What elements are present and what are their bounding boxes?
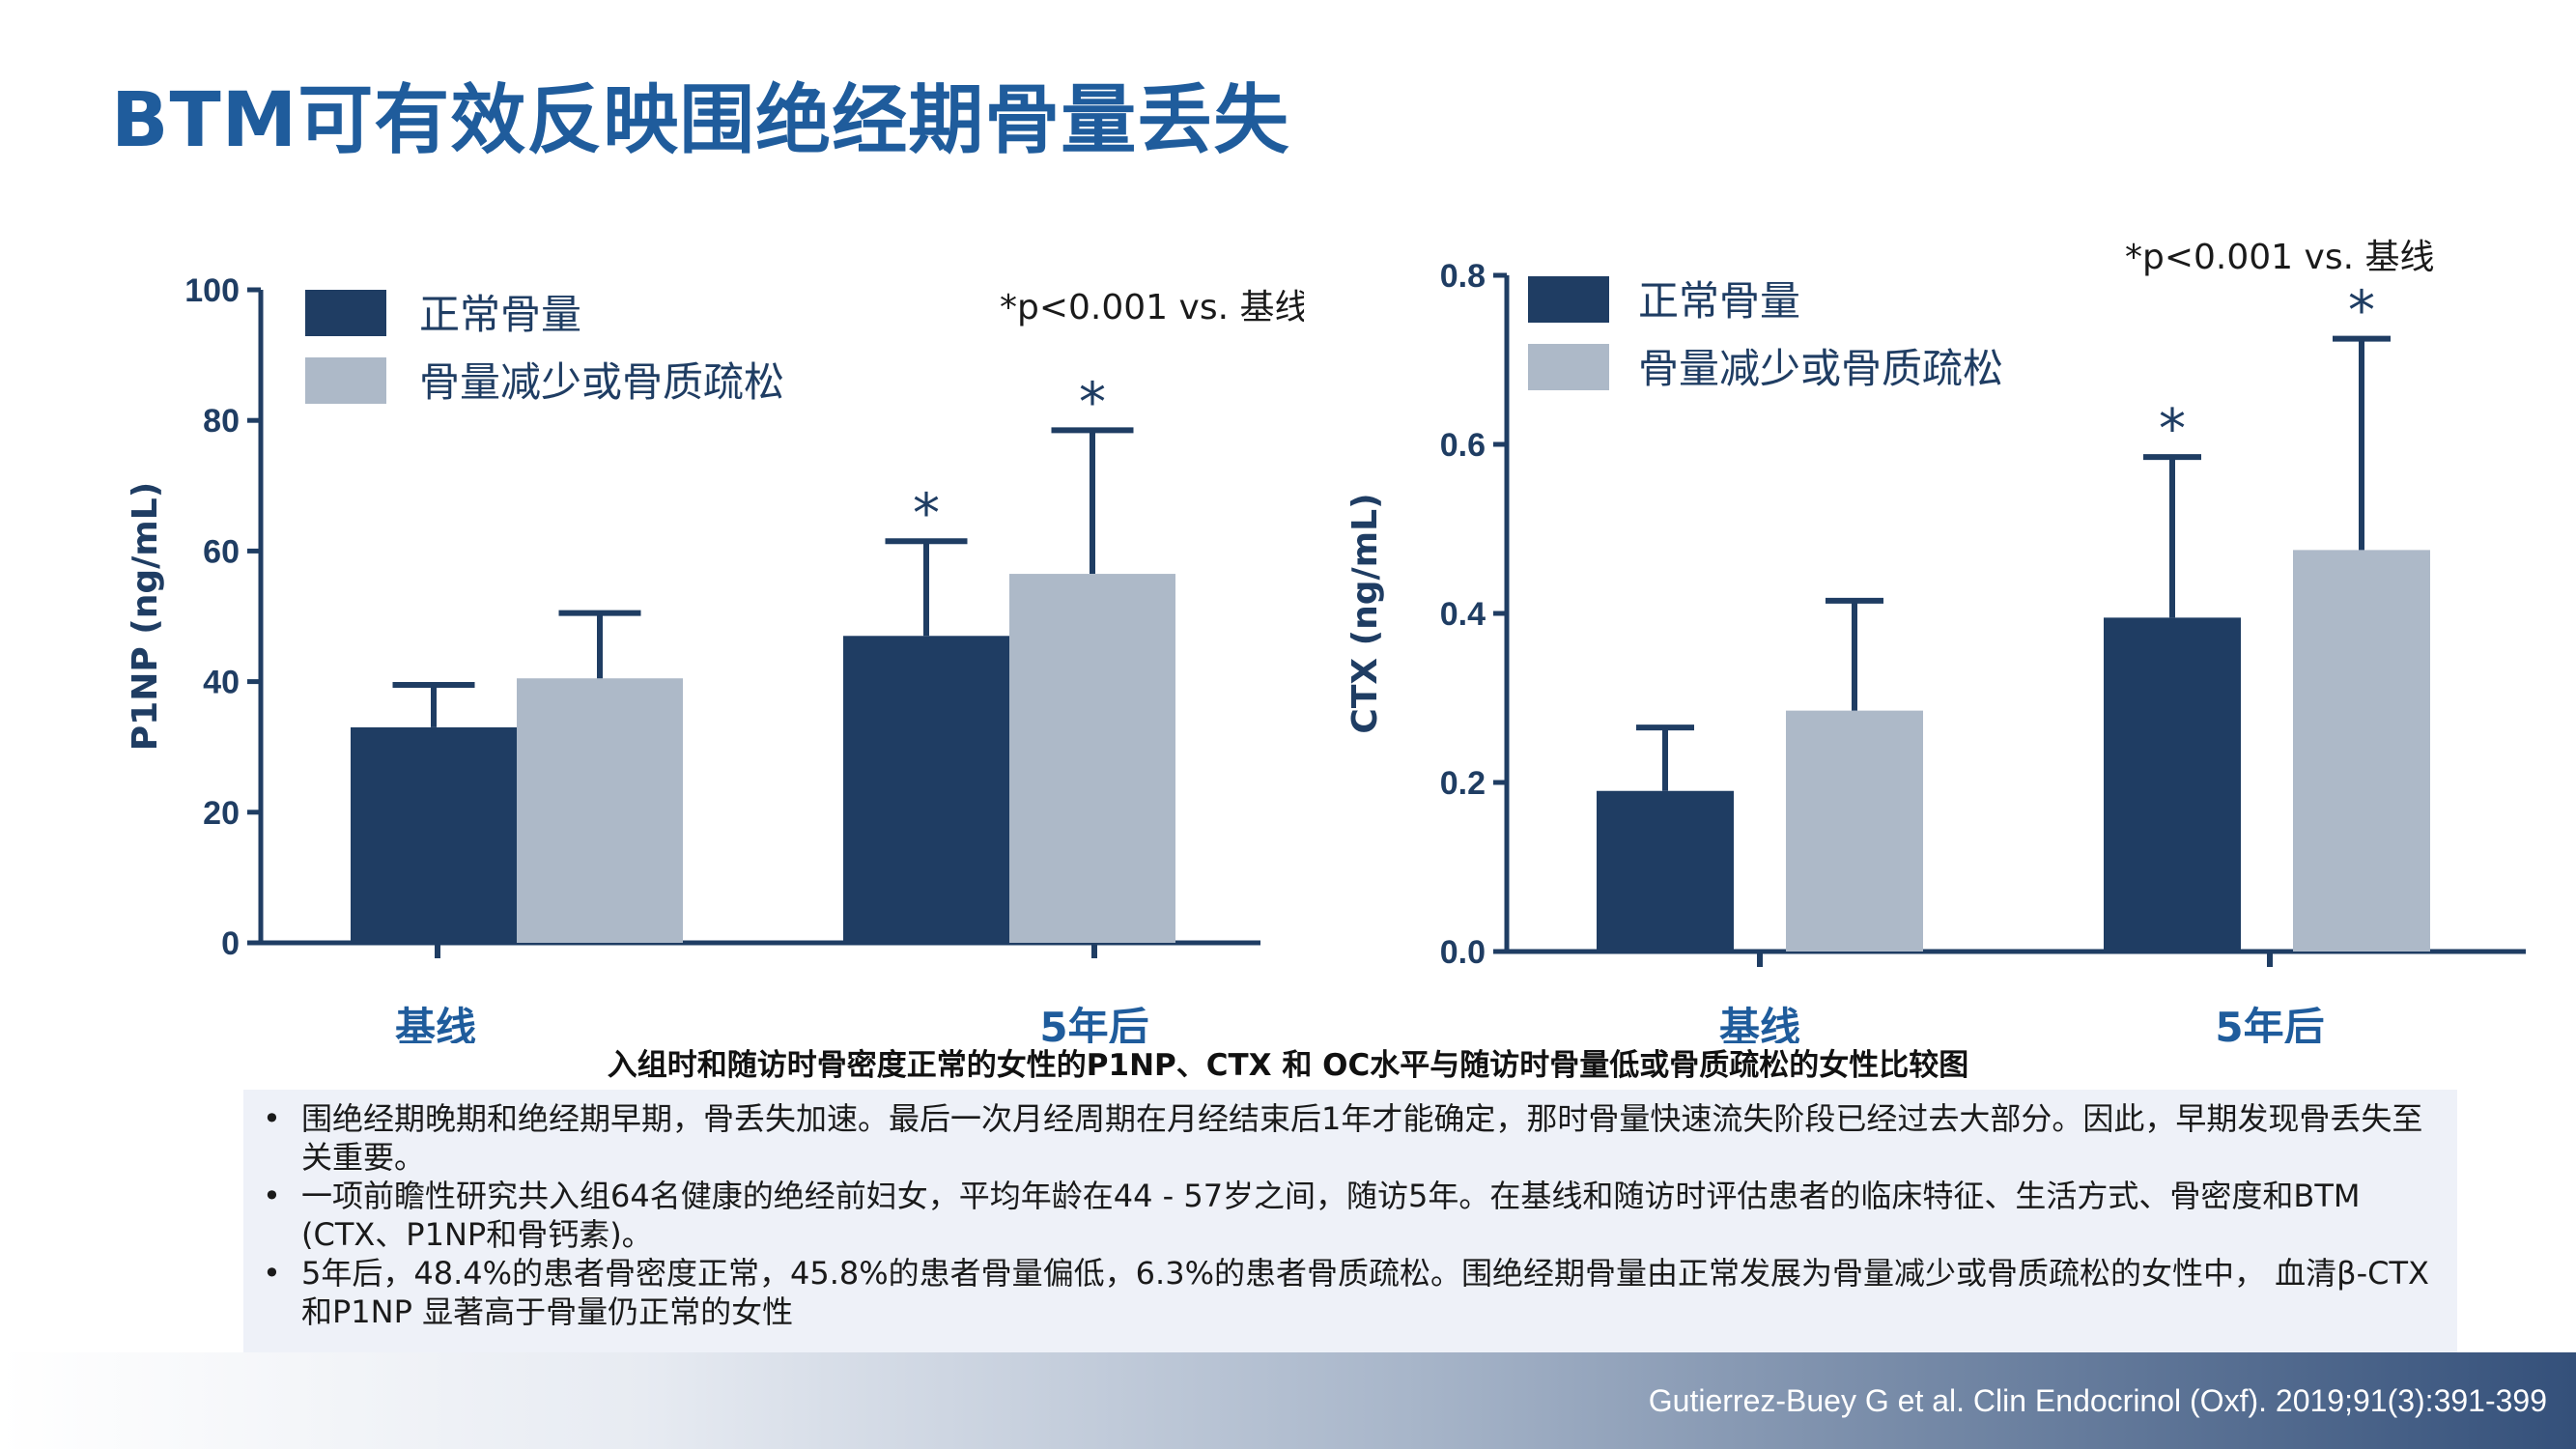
- legend-swatch: [305, 357, 386, 404]
- bar: [1009, 574, 1175, 943]
- x-category-label: 5年后: [1039, 1004, 1148, 1043]
- x-category-label: 5年后: [2215, 1004, 2324, 1043]
- y-tick-label: 60: [203, 533, 240, 570]
- summary-box: • 围绝经期晚期和绝经期早期，骨丢失加速。最后一次月经周期在月经结束后1年才能确…: [243, 1090, 2457, 1367]
- legend-label: 骨量减少或骨质疏松: [419, 358, 784, 406]
- y-tick-label: 0.0: [1440, 934, 1486, 971]
- y-tick-label: 0.4: [1440, 596, 1486, 633]
- footer-band: Gutierrez-Buey G et al. Clin Endocrinol …: [0, 1352, 2576, 1449]
- y-tick-label: 0.6: [1440, 427, 1486, 464]
- bullet-item: • 围绝经期晚期和绝经期早期，骨丢失加速。最后一次月经周期在月经结束后1年才能确…: [263, 1099, 2438, 1177]
- x-category-label: 基线: [1719, 1004, 1800, 1043]
- ctx-chart: 0.0 0.2 0.4 0.6 0.8 CTX (ng/mL) 基线 * * 5年后 正常骨量骨量减…: [1345, 238, 2526, 1043]
- legend-swatch: [305, 290, 386, 336]
- x-category-label: 基线: [395, 1004, 476, 1043]
- bar: [843, 636, 1009, 943]
- significance-star: *: [2159, 398, 2186, 461]
- y-axis-label: CTX (ng/mL): [1345, 493, 1385, 733]
- legend-swatch: [1528, 276, 1609, 323]
- bar: [517, 678, 683, 943]
- figure-caption: 入组时和随访时骨密度正常的女性的P1NP、CTX 和 OC水平与随访时骨量低或骨…: [607, 1048, 1969, 1083]
- y-tick-label: 20: [203, 795, 240, 832]
- legend-label: 正常骨量: [419, 291, 581, 338]
- y-tick-label: 80: [203, 403, 240, 440]
- page-title: BTM可有效反映围绝经期骨量丢失: [111, 77, 1290, 164]
- bullet-text: 一项前瞻性研究共入组64名健康的绝经前妇女，平均年龄在44 - 57岁之间，随访…: [301, 1178, 2361, 1253]
- bullet-item: • 一项前瞻性研究共入组64名健康的绝经前妇女，平均年龄在44 - 57岁之间，…: [263, 1177, 2438, 1254]
- bar: [1786, 710, 1923, 952]
- bar: [2293, 550, 2430, 952]
- bullet-text: 5年后，48.4%的患者骨密度正常，45.8%的患者骨量偏低，6.3%的患者骨质…: [301, 1255, 2429, 1330]
- legend-label: 正常骨量: [1638, 277, 1800, 325]
- y-tick-label: 0: [221, 925, 240, 962]
- legend-swatch: [1528, 344, 1609, 390]
- significance-note: *p<0.001 vs. 基线: [1000, 288, 1304, 327]
- y-axis-label: P1NP (ng/mL): [126, 482, 165, 751]
- p1np-chart: 0 20 40 60 80 100 P1NP (ng/mL) 基线 * * 5年后 正常骨量骨量减少或…: [126, 272, 1304, 1043]
- y-tick-label: 0.8: [1440, 258, 1486, 295]
- significance-note: *p<0.001 vs. 基线: [2125, 238, 2434, 277]
- bar: [2104, 617, 2241, 952]
- bar: [351, 726, 517, 943]
- bullet-marker: •: [263, 1178, 281, 1214]
- bar: [1597, 790, 1734, 952]
- significance-star: *: [2348, 280, 2375, 343]
- legend-label: 骨量减少或骨质疏松: [1638, 345, 2003, 392]
- bullet-text: 围绝经期晚期和绝经期早期，骨丢失加速。最后一次月经周期在月经结束后1年才能确定，…: [301, 1100, 2423, 1176]
- bullet-marker: •: [263, 1255, 281, 1292]
- bullet-item: • 5年后，48.4%的患者骨密度正常，45.8%的患者骨量偏低，6.3%的患者…: [263, 1254, 2438, 1331]
- y-tick-label: 0.2: [1440, 765, 1486, 802]
- y-tick-label: 100: [184, 272, 240, 309]
- reference-citation: Gutierrez-Buey G et al. Clin Endocrinol …: [1648, 1383, 2547, 1418]
- y-tick-label: 40: [203, 665, 240, 701]
- significance-star: *: [913, 482, 940, 545]
- significance-star: *: [1079, 371, 1106, 434]
- bullet-marker: •: [263, 1100, 281, 1137]
